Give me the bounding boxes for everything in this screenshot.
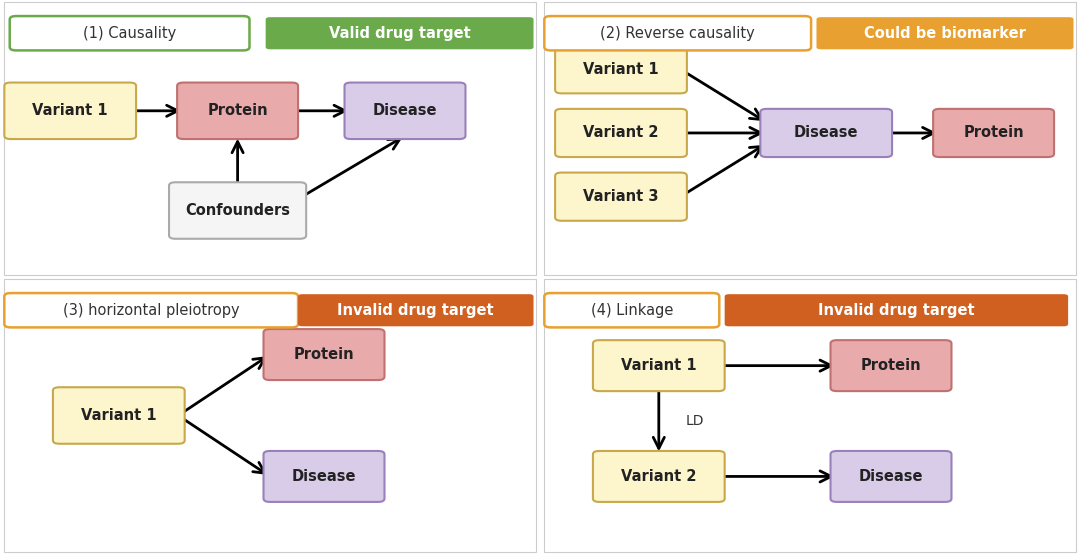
Text: Disease: Disease [794, 125, 859, 141]
Text: Protein: Protein [294, 347, 354, 362]
FancyBboxPatch shape [264, 451, 384, 502]
FancyBboxPatch shape [345, 83, 465, 139]
Text: Variant 3: Variant 3 [583, 189, 659, 204]
Text: Variant 2: Variant 2 [621, 469, 697, 484]
FancyBboxPatch shape [555, 109, 687, 157]
FancyBboxPatch shape [933, 109, 1054, 157]
FancyBboxPatch shape [266, 17, 534, 49]
FancyBboxPatch shape [298, 294, 534, 326]
FancyBboxPatch shape [760, 109, 892, 157]
Text: Protein: Protein [963, 125, 1024, 141]
Text: LD: LD [686, 414, 704, 428]
FancyBboxPatch shape [725, 294, 1068, 326]
Text: Variant 1: Variant 1 [621, 358, 697, 373]
FancyBboxPatch shape [10, 16, 249, 50]
FancyBboxPatch shape [544, 279, 1076, 552]
FancyBboxPatch shape [555, 173, 687, 220]
FancyBboxPatch shape [4, 293, 298, 327]
Text: Invalid drug target: Invalid drug target [818, 302, 975, 318]
FancyBboxPatch shape [593, 451, 725, 502]
Text: Confounders: Confounders [185, 203, 291, 218]
Text: (4) Linkage: (4) Linkage [591, 302, 673, 318]
Text: Valid drug target: Valid drug target [328, 25, 471, 41]
Text: (1) Causality: (1) Causality [83, 25, 176, 41]
FancyBboxPatch shape [177, 83, 298, 139]
FancyBboxPatch shape [4, 279, 536, 552]
FancyBboxPatch shape [544, 16, 811, 50]
FancyBboxPatch shape [4, 83, 136, 139]
FancyBboxPatch shape [831, 340, 951, 391]
FancyBboxPatch shape [544, 293, 719, 327]
Text: Disease: Disease [292, 469, 356, 484]
Text: Variant 1: Variant 1 [81, 408, 157, 423]
Text: Could be biomarker: Could be biomarker [864, 25, 1026, 41]
Text: Variant 1: Variant 1 [32, 103, 108, 119]
Text: (2) Reverse causality: (2) Reverse causality [600, 25, 755, 41]
FancyBboxPatch shape [555, 45, 687, 93]
Text: Invalid drug target: Invalid drug target [337, 302, 495, 318]
FancyBboxPatch shape [53, 387, 185, 444]
Text: Variant 1: Variant 1 [583, 61, 659, 77]
Text: Protein: Protein [207, 103, 268, 119]
FancyBboxPatch shape [170, 182, 307, 239]
FancyBboxPatch shape [4, 2, 536, 275]
FancyBboxPatch shape [816, 17, 1074, 49]
FancyBboxPatch shape [264, 329, 384, 380]
Text: (3) horizontal pleiotropy: (3) horizontal pleiotropy [63, 302, 240, 318]
FancyBboxPatch shape [593, 340, 725, 391]
Text: Protein: Protein [861, 358, 921, 373]
Text: Disease: Disease [859, 469, 923, 484]
Text: Variant 2: Variant 2 [583, 125, 659, 141]
FancyBboxPatch shape [831, 451, 951, 502]
FancyBboxPatch shape [544, 2, 1076, 275]
Text: Disease: Disease [373, 103, 437, 119]
